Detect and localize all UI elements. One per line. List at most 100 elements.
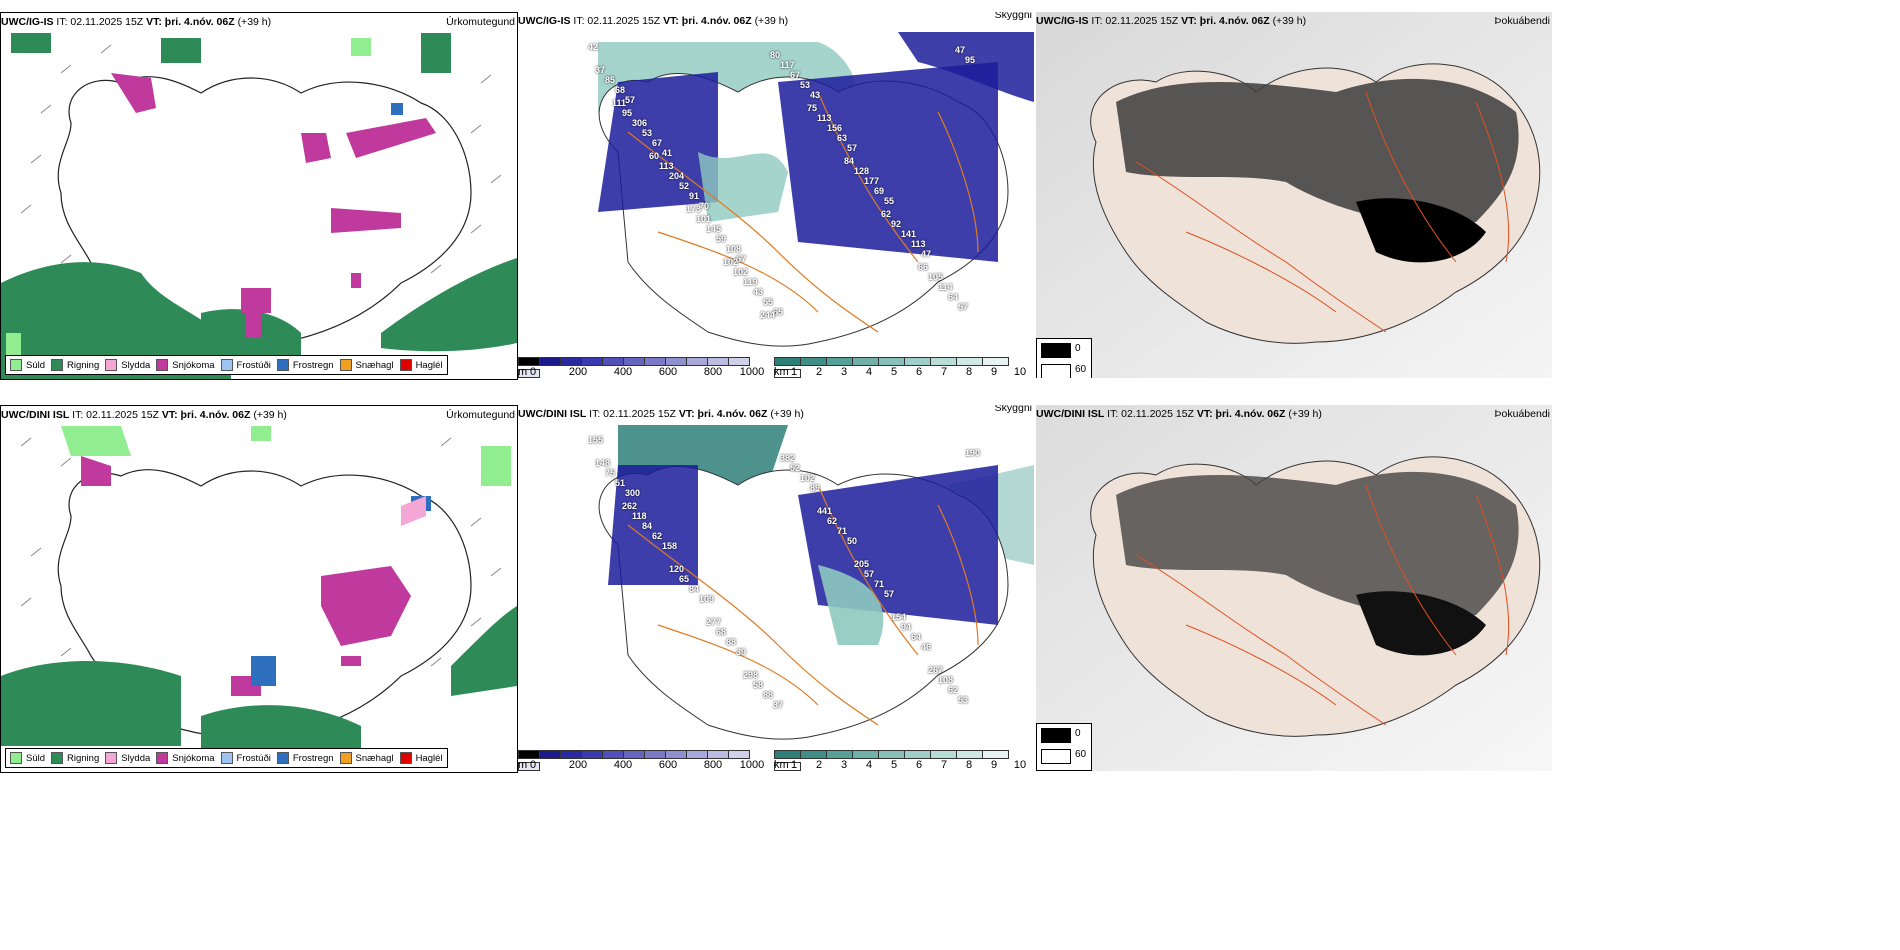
- visibility-value-label: 53: [642, 128, 653, 138]
- visibility-value-label: 177: [864, 176, 880, 186]
- visibility-panel-bottom: UWC/DINI ISL IT: 02.11.2025 15Z VT: þri.…: [518, 405, 1034, 771]
- swatch: [51, 359, 64, 371]
- visibility-value-label: 148: [595, 458, 611, 468]
- visibility-value-label: 267: [928, 665, 944, 675]
- legend-item: Slydda: [105, 359, 150, 371]
- tick: 10: [1013, 366, 1027, 378]
- visibility-value-label: 71: [874, 579, 885, 589]
- tick: 1: [790, 366, 798, 378]
- visibility-value-label: 62: [652, 531, 663, 541]
- precip-legend: Súld Rigning Slydda Snjókoma Frostúði Fr…: [5, 748, 448, 768]
- tick: 9: [990, 759, 998, 771]
- visibility-value-label: 43: [753, 287, 764, 297]
- visibility-value-label: 68: [615, 85, 626, 95]
- panel-header: UWC/DINI ISL IT: 02.11.2025 15Z VT: þri.…: [518, 408, 804, 420]
- visibility-colorbar-m: m 0 200 400 600 800 1000: [518, 750, 768, 771]
- visibility-value-label: 262: [622, 501, 638, 511]
- panel-header: UWC/IG-IS IT: 02.11.2025 15Z VT: þri. 4.…: [1, 16, 272, 28]
- panel-title-visibility: Skyggni: [994, 12, 1032, 21]
- swatch: [220, 752, 233, 764]
- visibility-colorbar-m: m 0 200 400 600 800 1000: [518, 357, 768, 378]
- fog-panel-bottom: UWC/DINI ISL IT: 02.11.2025 15Z VT: þri.…: [1036, 405, 1552, 771]
- visibility-value-label: 173: [686, 204, 702, 214]
- unit-km: km: [774, 366, 789, 378]
- tick: 8: [965, 759, 973, 771]
- tick: 6: [915, 366, 923, 378]
- visibility-value-label: 141: [901, 229, 917, 239]
- tick: 4: [865, 366, 873, 378]
- tick: 9: [990, 366, 998, 378]
- swatch: [399, 359, 412, 371]
- visibility-value-label: 298: [743, 670, 759, 680]
- fog-swatch-high: [1041, 364, 1071, 378]
- visibility-value-label: 52: [679, 181, 690, 191]
- legend-item: Súld: [10, 752, 45, 764]
- legend-item: Frostregn: [276, 752, 334, 764]
- visibility-value-label: 46: [921, 642, 932, 652]
- tick: 5: [890, 366, 898, 378]
- swatch: [105, 752, 118, 764]
- visibility-value-label: 52: [790, 463, 801, 473]
- panel-title-precip: Úrkomutegund: [446, 16, 515, 28]
- visibility-value-label: 155: [588, 435, 604, 445]
- swatch: [10, 752, 22, 764]
- visibility-value-label: 43: [810, 90, 821, 100]
- visibility-colorbar-km: km 1 2 3 4 5 6 7 8 9 10: [774, 750, 1032, 771]
- visibility-value-label: 94: [901, 622, 912, 632]
- visibility-value-label: 57: [736, 254, 747, 264]
- visibility-value-label: 65: [679, 574, 690, 584]
- visibility-value-label: 92: [891, 219, 902, 229]
- fog-swatch-high: [1041, 749, 1071, 764]
- visibility-value-label: 37: [773, 700, 784, 710]
- visibility-value-label: 57: [625, 95, 636, 105]
- visibility-value-label: 118: [632, 511, 647, 521]
- tick: 800: [703, 366, 723, 378]
- legend-item: Haglél: [399, 359, 443, 371]
- fog-legend: 0 60: [1036, 338, 1092, 378]
- visibility-value-label: 109: [699, 594, 715, 604]
- visibility-value-label: 55: [884, 196, 895, 206]
- visibility-value-label: 57: [864, 569, 875, 579]
- fog-panel-top: UWC/IG-IS IT: 02.11.2025 15Z VT: þri. 4.…: [1036, 12, 1552, 378]
- swatch: [10, 359, 22, 371]
- visibility-value-label: 102: [733, 267, 749, 277]
- swatch: [339, 359, 352, 371]
- visibility-value-label: 66: [918, 262, 929, 272]
- visibility-value-label: 67: [652, 138, 663, 148]
- tick: 1000: [739, 366, 765, 378]
- legend-item: Snæhagl: [339, 359, 394, 371]
- swatch: [156, 359, 169, 371]
- visibility-value-label: 67: [790, 70, 801, 80]
- legend-item: Slydda: [105, 752, 150, 764]
- visibility-value-label: 119: [743, 277, 758, 287]
- visibility-value-label: 114: [938, 282, 953, 292]
- tick: 5: [890, 759, 898, 771]
- tick: 7: [940, 759, 948, 771]
- visibility-value-label: 277: [706, 617, 722, 627]
- visibility-value-label: 64: [948, 292, 959, 302]
- legend-item: Rigning: [51, 359, 99, 371]
- tick: 600: [658, 759, 678, 771]
- precip-map-top: [1, 13, 517, 379]
- visibility-value-label: 154: [891, 612, 907, 622]
- visibility-value-label: 204: [669, 171, 685, 181]
- visibility-value-label: 69: [874, 186, 885, 196]
- tick: 800: [703, 759, 723, 771]
- tick: 600: [658, 366, 678, 378]
- swatch: [51, 752, 64, 764]
- fog-legend-low: 0: [1075, 728, 1081, 739]
- visibility-value-label: 70: [699, 201, 710, 211]
- swatch: [156, 752, 169, 764]
- visibility-value-label: 95: [965, 55, 976, 65]
- fog-swatch-low: [1041, 728, 1071, 743]
- tick: 2: [815, 366, 823, 378]
- visibility-value-label: 50: [847, 536, 858, 546]
- visibility-value-label: 62: [948, 685, 959, 695]
- legend-item: Frostregn: [276, 359, 334, 371]
- precip-type-panel-bottom: UWC/DINI ISL IT: 02.11.2025 15Z VT: þri.…: [0, 405, 518, 773]
- visibility-value-label: 120: [669, 564, 685, 574]
- precip-map-bottom: [1, 406, 517, 772]
- tick: 4: [865, 759, 873, 771]
- visibility-value-label: 57: [958, 302, 969, 312]
- visibility-value-label: 108: [938, 675, 954, 685]
